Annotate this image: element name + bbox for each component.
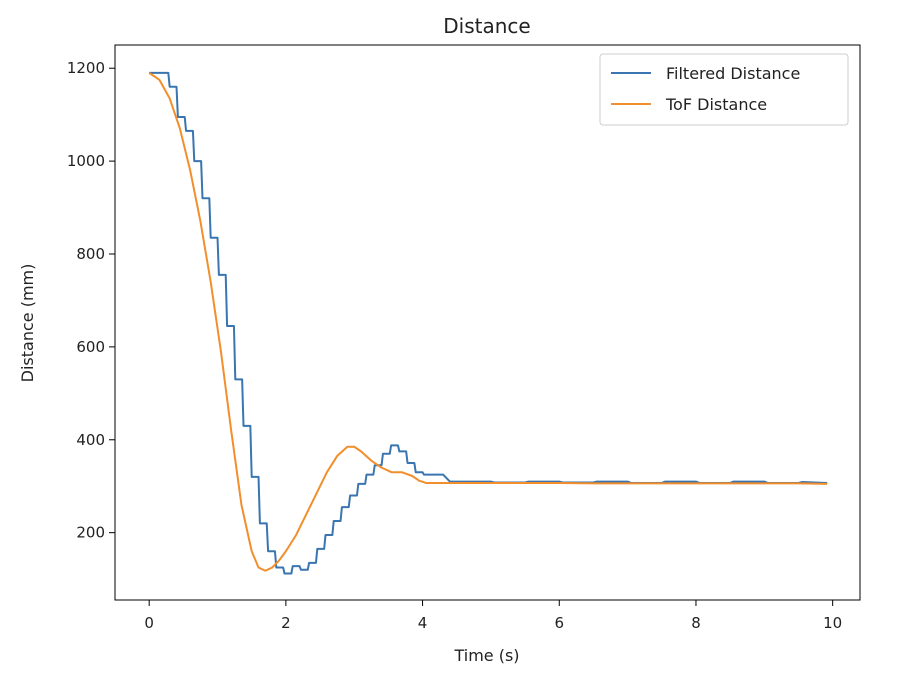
x-tick-label: 0 [144, 614, 154, 632]
x-axis-label: Time (s) [453, 646, 519, 665]
legend-label-filtered-distance: Filtered Distance [666, 64, 800, 83]
y-tick-label: 800 [76, 245, 105, 263]
x-tick-label: 8 [691, 614, 701, 632]
x-tick-label: 4 [418, 614, 428, 632]
y-tick-label: 600 [76, 338, 105, 356]
y-tick-label: 1200 [67, 59, 105, 77]
x-axis-ticks: 0 2 4 6 8 10 [144, 600, 842, 632]
x-tick-label: 6 [554, 614, 564, 632]
legend-label-tof-distance: ToF Distance [665, 95, 767, 114]
legend: Filtered Distance ToF Distance [599, 53, 849, 126]
series-line-tof-distance [148, 72, 828, 572]
legend-box [599, 53, 849, 126]
y-tick-label: 400 [76, 431, 105, 449]
y-tick-label: 200 [76, 524, 105, 542]
plot-area [114, 44, 861, 601]
series-layer [148, 71, 828, 575]
y-tick-label: 1000 [67, 152, 105, 170]
x-tick-label: 10 [823, 614, 842, 632]
y-axis-label: Distance (mm) [18, 264, 37, 383]
y-axis-ticks: 200 400 600 800 1000 1200 [67, 59, 115, 542]
chart-title: Distance [443, 14, 530, 38]
x-tick-label: 2 [281, 614, 291, 632]
